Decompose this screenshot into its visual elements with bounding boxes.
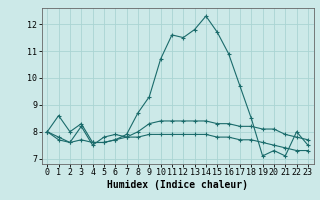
- X-axis label: Humidex (Indice chaleur): Humidex (Indice chaleur): [107, 180, 248, 190]
